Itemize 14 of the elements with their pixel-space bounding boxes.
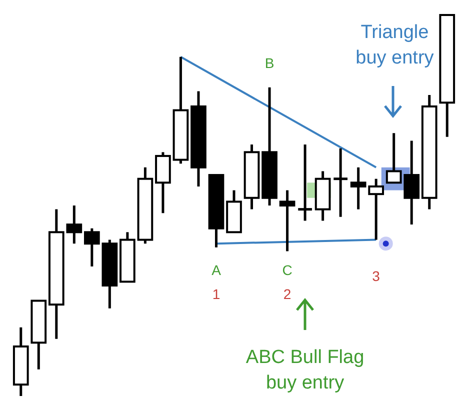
annotation: B — [264, 55, 274, 71]
annotation: 3 — [372, 268, 380, 284]
candlestick — [279, 189, 296, 252]
candlestick — [332, 147, 349, 218]
annotation: A — [212, 262, 222, 278]
annotation: 1 — [212, 286, 220, 302]
annotation: C — [282, 262, 292, 278]
candlestick — [84, 227, 100, 268]
annotation: 2 — [283, 286, 292, 302]
annotation: Triangle buy entry — [356, 22, 434, 69]
candlestick — [350, 166, 366, 211]
annotation: ABC Bull Flag buy entry — [246, 347, 364, 394]
candlestick — [296, 143, 314, 222]
candlestick — [368, 178, 384, 242]
